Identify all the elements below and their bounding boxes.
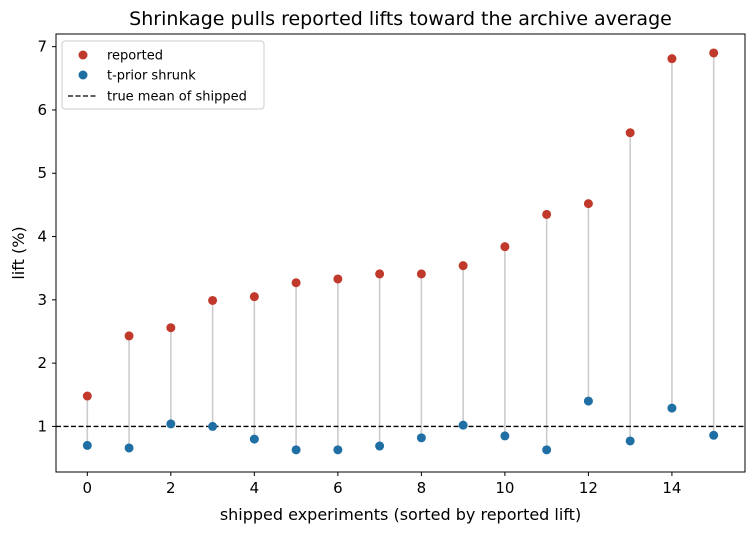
reported-point (124, 331, 134, 341)
x-tick-label: 8 (417, 479, 427, 497)
reported-point (375, 269, 385, 279)
reported-point (416, 269, 426, 279)
y-tick-label: 3 (37, 291, 47, 309)
x-axis-label: shipped experiments (sorted by reported … (220, 505, 581, 524)
shrunk-point (375, 441, 385, 451)
reported-point (208, 295, 218, 305)
y-axis-label: lift (%) (9, 226, 28, 279)
x-tick-label: 14 (662, 479, 681, 497)
legend-box (61, 40, 265, 110)
plot-frame (55, 33, 746, 473)
legend-label-reported: reported (107, 49, 163, 64)
reported-point (166, 323, 176, 333)
shrunk-point (208, 421, 218, 431)
reported-point (249, 292, 259, 302)
legend-label-reference: true mean of shipped (107, 90, 247, 105)
reported-point (709, 48, 719, 58)
reported-point (500, 242, 510, 252)
shrunk-point (166, 419, 176, 429)
legend-marker-shrunk (78, 70, 88, 80)
shrunk-point (583, 396, 593, 406)
shrunk-point (82, 440, 92, 450)
legend-label-shrunk: t-prior shrunk (107, 69, 196, 84)
reported-point (542, 209, 552, 219)
shrunk-point (625, 436, 635, 446)
x-tick-label: 0 (83, 479, 93, 497)
shrunk-point (709, 430, 719, 440)
y-tick-label: 4 (37, 228, 47, 246)
chart-title: Shrinkage pulls reported lifts toward th… (129, 8, 672, 30)
y-tick-label: 6 (37, 101, 47, 119)
y-tick-label: 2 (37, 354, 47, 372)
shrunk-point (416, 433, 426, 443)
reported-point (625, 128, 635, 138)
reported-point (82, 391, 92, 401)
x-tick-label: 6 (333, 479, 343, 497)
shrunk-point (500, 431, 510, 441)
reported-point (333, 274, 343, 284)
shrunk-point (458, 420, 468, 430)
reported-point (291, 278, 301, 288)
shrunk-point (291, 445, 301, 455)
y-tick-label: 7 (37, 38, 47, 56)
x-tick-label: 4 (250, 479, 260, 497)
y-tick-label: 5 (37, 164, 47, 182)
x-tick-label: 12 (579, 479, 598, 497)
x-tick-label: 10 (495, 479, 514, 497)
shrunk-point (667, 403, 677, 413)
y-tick-label: 1 (37, 417, 47, 435)
shrunk-point (249, 434, 259, 444)
reported-point (667, 54, 677, 64)
reported-point (458, 261, 468, 271)
x-tick-label: 2 (166, 479, 176, 497)
reported-point (583, 199, 593, 209)
shrunk-point (542, 445, 552, 455)
legend: reported t-prior shrunk true mean of shipp… (61, 40, 265, 110)
shrunk-point (124, 443, 134, 453)
shrunk-point (333, 445, 343, 455)
legend-marker-reported (78, 50, 88, 60)
